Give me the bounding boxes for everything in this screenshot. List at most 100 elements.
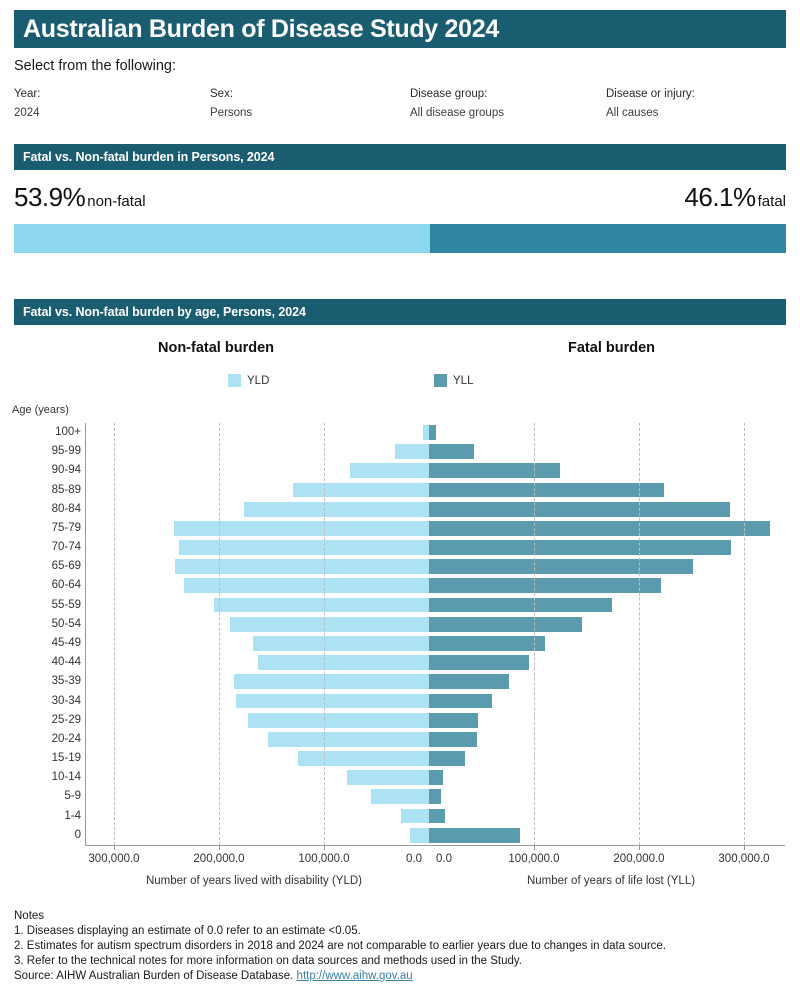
summary-stacked-bar[interactable]: [14, 224, 786, 253]
bar-yll[interactable]: [429, 827, 521, 843]
bar-yll[interactable]: [429, 674, 509, 690]
bar-yld[interactable]: [179, 540, 429, 555]
gridline: [744, 423, 745, 845]
source-line: Source: AIHW Australian Burden of Diseas…: [14, 970, 794, 982]
bar-yll[interactable]: [429, 425, 437, 440]
x-tick-label: 300,000.0: [88, 853, 140, 865]
selector-disease-group[interactable]: Disease group: All disease groups: [410, 88, 606, 119]
bar-yll[interactable]: [429, 597, 612, 613]
bar-yld[interactable]: [350, 463, 429, 479]
age-group-label: 85-89: [51, 483, 81, 496]
bar-yld[interactable]: [257, 655, 429, 670]
bar-yld[interactable]: [292, 482, 429, 498]
page-title: Australian Burden of Disease Study 2024: [23, 14, 499, 43]
bar-yll[interactable]: [429, 693, 492, 709]
bar-yld[interactable]: [410, 827, 429, 843]
axis-tick: [744, 845, 745, 850]
bar-row: 50-54: [52, 615, 785, 634]
selector-sex-label: Sex:: [210, 88, 234, 100]
fatal-burden-heading: Fatal burden: [568, 340, 656, 356]
bar-yll[interactable]: [429, 712, 479, 728]
fatal-percent: 46.1%: [684, 182, 756, 212]
bar-row: 0: [75, 826, 785, 845]
bar-yld[interactable]: [371, 789, 429, 805]
source-prefix: Source: AIHW Australian Burden of Diseas…: [14, 970, 294, 982]
legend-label-yll: YLL: [453, 374, 474, 387]
selector-disease-or-injury[interactable]: Disease or injury: All causes: [606, 88, 786, 119]
bar-yld[interactable]: [235, 693, 429, 709]
bar-yll[interactable]: [429, 501, 731, 517]
bar-yld[interactable]: [347, 770, 429, 786]
bar-row: 20-24: [52, 730, 785, 749]
bar-yll[interactable]: [429, 789, 441, 805]
bar-yll[interactable]: [429, 655, 529, 670]
bar-yll[interactable]: [429, 463, 561, 479]
selector-disease-group-value[interactable]: All disease groups: [410, 107, 504, 119]
bar-yll[interactable]: [429, 578, 662, 594]
source-link[interactable]: http://www.aihw.gov.au: [296, 970, 413, 982]
legend-label-yld: YLD: [247, 374, 270, 387]
bar-yld[interactable]: [184, 578, 429, 594]
bar-yld[interactable]: [174, 559, 429, 575]
bar-row: 65-69: [52, 557, 785, 576]
bar-row: 25-29: [52, 711, 785, 730]
legend-item-yll[interactable]: YLL: [434, 374, 473, 387]
legend-item-yld[interactable]: YLD: [228, 374, 269, 387]
gridline: [324, 423, 325, 845]
legend-swatch-yld-icon: [228, 374, 241, 387]
bar-yll[interactable]: [429, 808, 445, 824]
bar-row: 55-59: [52, 596, 785, 615]
bar-yld[interactable]: [248, 712, 429, 728]
bar-row: 35-39: [52, 672, 785, 691]
bar-yld[interactable]: [395, 444, 429, 459]
bar-yll[interactable]: [429, 770, 443, 786]
bar-yld[interactable]: [229, 616, 429, 632]
legend-swatch-yll-icon: [434, 374, 447, 387]
bar-yld[interactable]: [233, 674, 429, 690]
x-axis-line: [85, 845, 785, 846]
x-tick-label: 200,000.0: [193, 853, 245, 865]
bar-row: 75-79: [52, 519, 785, 538]
selector-disease-or-injury-value[interactable]: All causes: [606, 107, 659, 119]
selector-year-value[interactable]: 2024: [14, 107, 40, 119]
axis-tick: [324, 845, 325, 850]
bar-yll[interactable]: [429, 540, 732, 555]
selector-year[interactable]: Year: 2024: [14, 88, 210, 119]
selector-disease-group-label: Disease group:: [410, 88, 488, 100]
bar-row: 1-4: [64, 807, 785, 826]
bar-yll[interactable]: [429, 444, 475, 459]
age-group-label: 65-69: [51, 560, 81, 573]
bar-yll[interactable]: [429, 559, 693, 575]
gridline: [114, 423, 115, 845]
axis-tick: [534, 845, 535, 850]
bar-yld[interactable]: [173, 520, 429, 536]
bar-yld[interactable]: [400, 808, 429, 824]
y-axis-title: Age (years): [12, 404, 69, 416]
bar-yld[interactable]: [244, 501, 429, 517]
bar-yll[interactable]: [429, 616, 583, 632]
note-line-1: 1. Diseases displaying an estimate of 0.…: [14, 925, 361, 937]
summary-bar-fatal-segment[interactable]: [430, 224, 786, 253]
bar-yld[interactable]: [268, 731, 429, 747]
bar-yld[interactable]: [297, 751, 429, 766]
bar-yld[interactable]: [252, 636, 429, 651]
age-group-label: 90-94: [51, 464, 81, 477]
bar-yld[interactable]: [213, 597, 429, 613]
bar-yll[interactable]: [429, 731, 478, 747]
bar-yll[interactable]: [429, 482, 665, 498]
selector-sex[interactable]: Sex: Persons: [210, 88, 410, 119]
bar-yll[interactable]: [429, 636, 545, 651]
age-group-label: 0: [74, 828, 81, 841]
age-group-label: 35-39: [51, 675, 81, 688]
age-group-label: 45-49: [51, 637, 81, 649]
x-tick-label: 100,000.0: [508, 853, 560, 865]
age-group-label: 95-99: [51, 445, 81, 458]
summary-bar-nonfatal-segment[interactable]: [14, 224, 431, 253]
x-tick-label: 100,000.0: [298, 853, 350, 865]
bar-yll[interactable]: [429, 520, 771, 536]
bar-yll[interactable]: [429, 751, 465, 766]
selector-sex-value[interactable]: Persons: [210, 107, 253, 119]
bar-yld[interactable]: [422, 425, 429, 440]
gridline: [219, 423, 220, 845]
